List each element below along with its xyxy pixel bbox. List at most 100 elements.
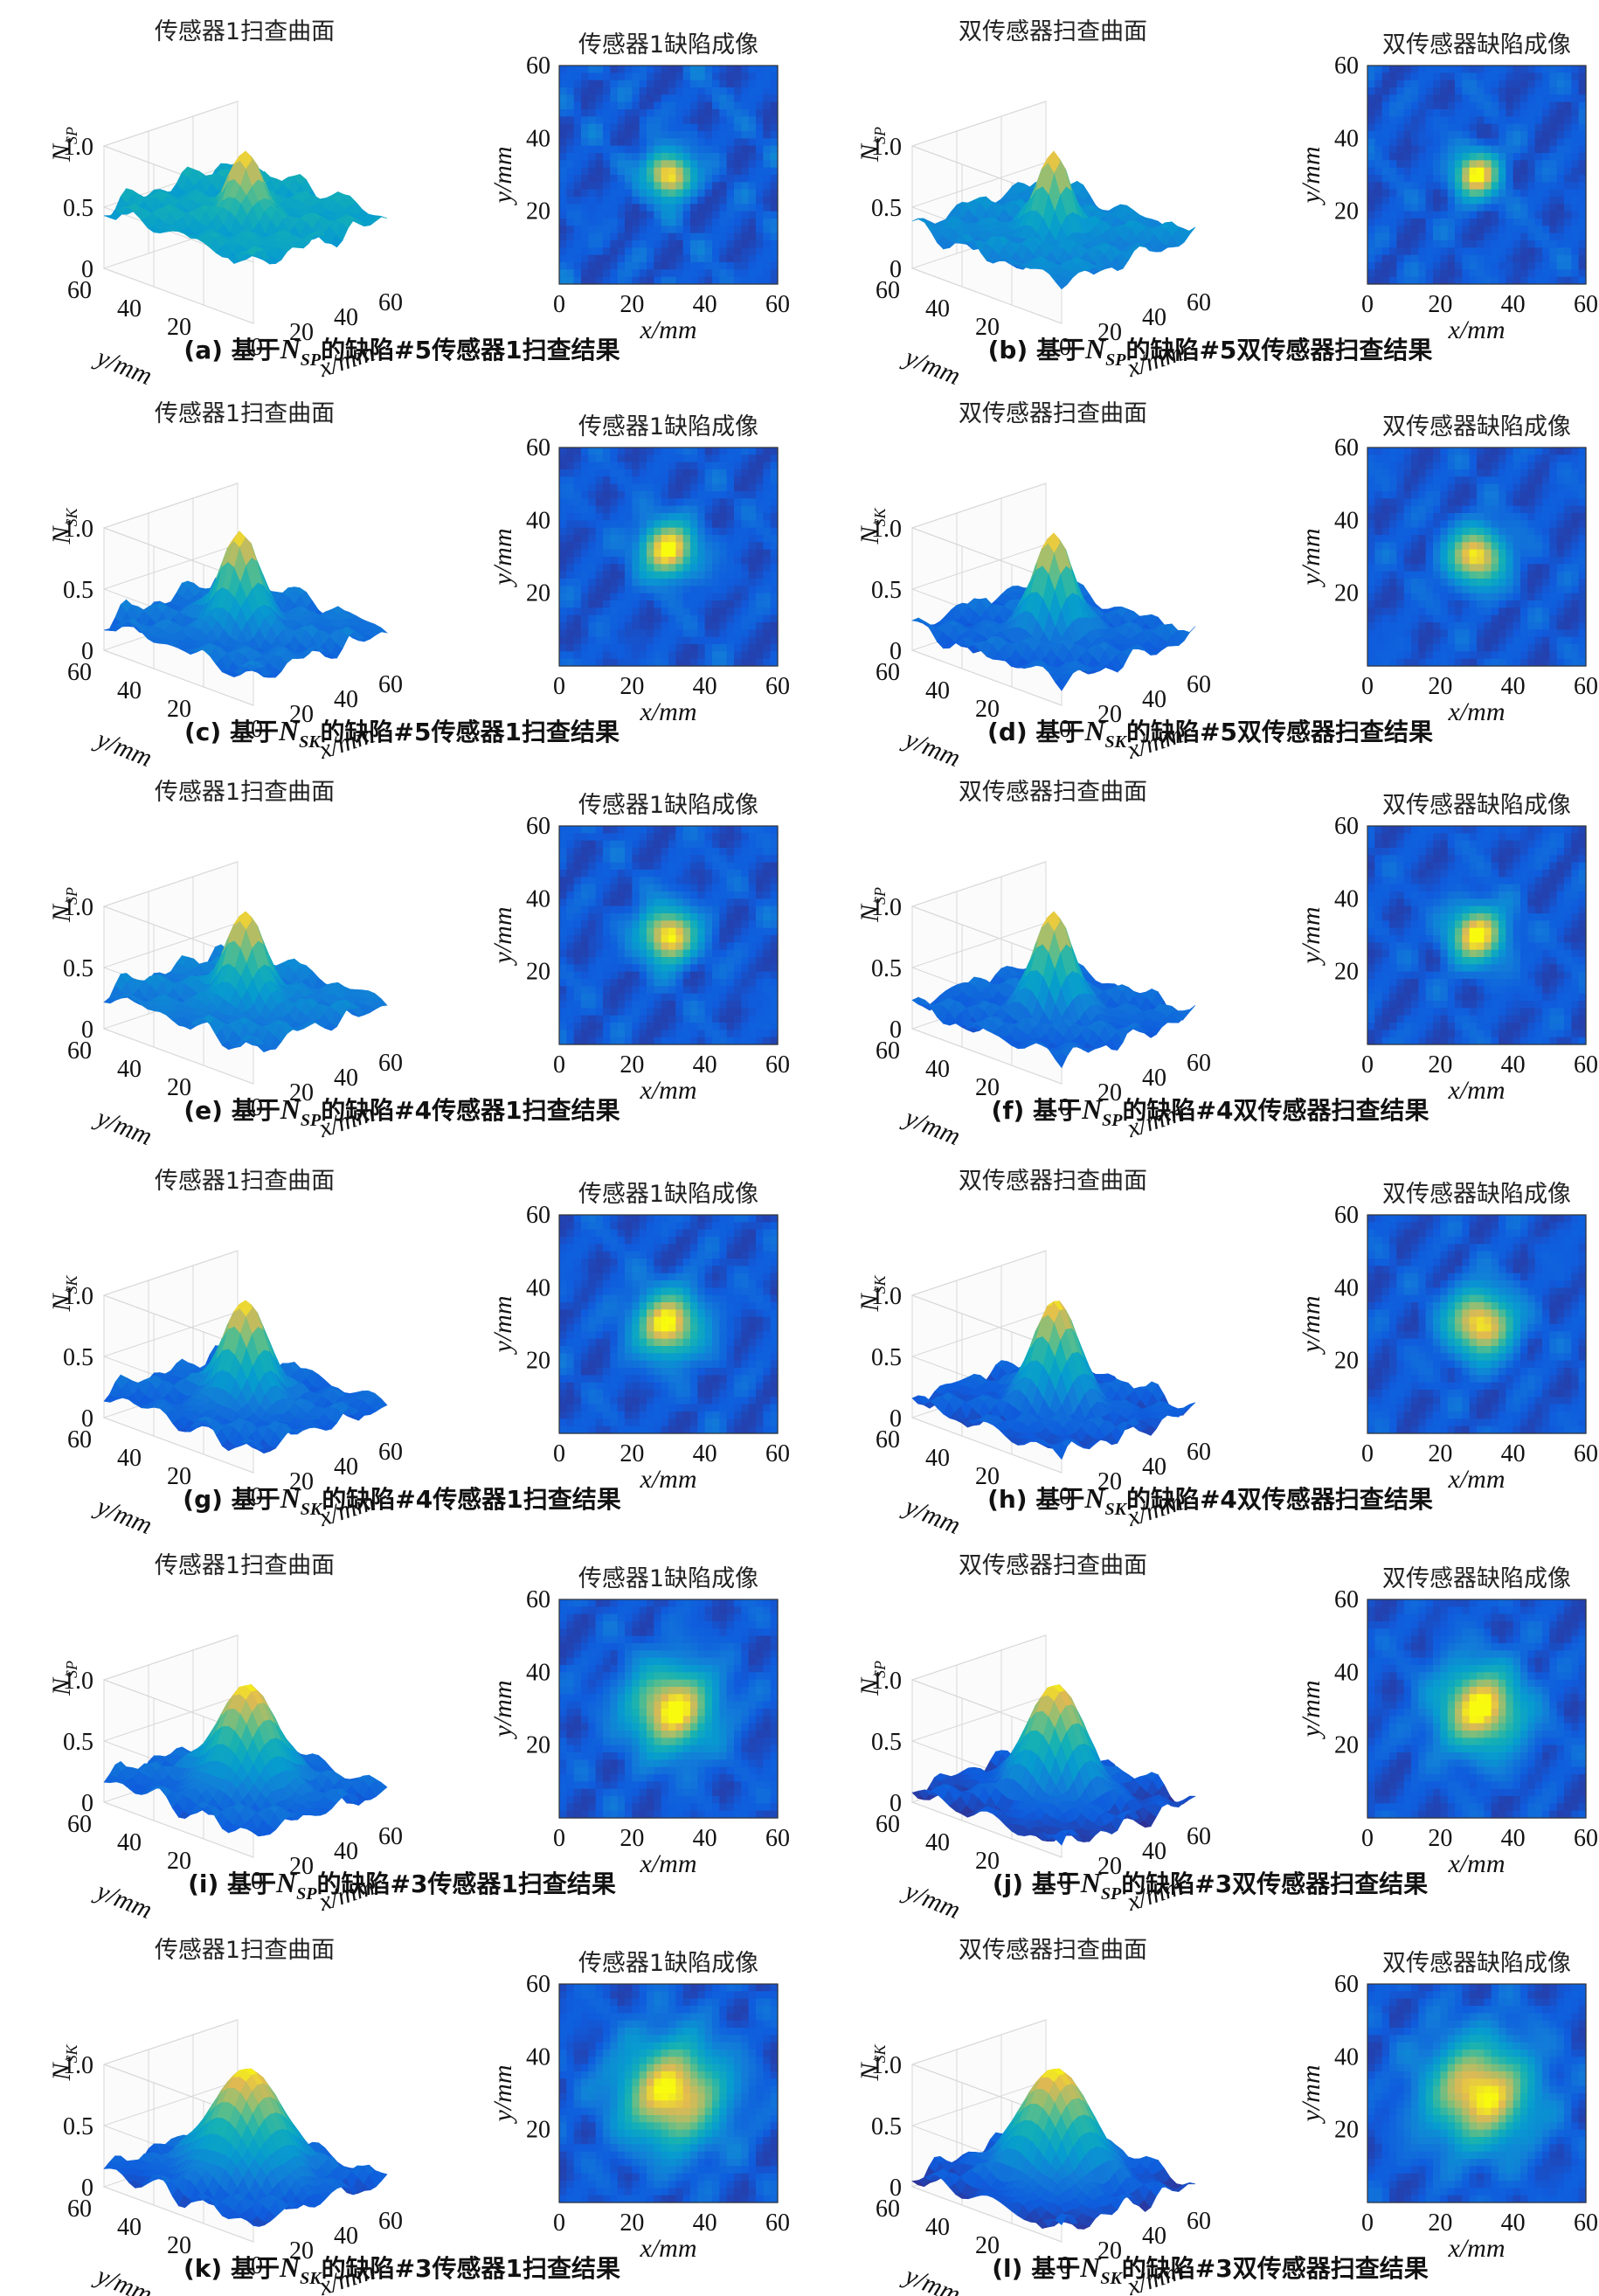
image-frame	[1367, 825, 1587, 1045]
y-tick-label: 60	[876, 659, 900, 686]
image-x-tick: 0	[1361, 673, 1374, 700]
x-tick-label: 60	[378, 1439, 403, 1466]
defect-image	[1367, 1984, 1587, 2203]
image-x-label: x/mm	[1448, 2234, 1506, 2263]
z-axis-label: NSK	[855, 1275, 889, 1313]
image-y-tick: 40	[1334, 125, 1359, 152]
surface-mesh	[911, 911, 1196, 1069]
image-x-label: x/mm	[1448, 1076, 1506, 1105]
image-x-tick: 20	[1428, 2209, 1452, 2237]
y-tick-label: 20	[167, 1848, 191, 1875]
x-tick-label: 20	[1097, 1853, 1122, 1880]
image-y-tick: 20	[526, 959, 550, 986]
image-y-label: y/mm	[1297, 529, 1326, 588]
y-tick-label: 60	[876, 2195, 900, 2223]
x-tick-label: 40	[1142, 1453, 1166, 1481]
image-x-tick: 40	[1501, 291, 1526, 318]
image-x-tick: 40	[1501, 2209, 1526, 2237]
y-tick-label: 20	[975, 2232, 1000, 2259]
y-tick-label: 60	[67, 1037, 92, 1065]
y-axis-label: y/mm	[90, 342, 156, 391]
image-title: 传感器1缺陷成像	[578, 31, 758, 59]
image-x-label: x/mm	[640, 2234, 697, 2263]
y-tick-label: 40	[117, 2214, 142, 2241]
defect-image	[559, 1215, 779, 1434]
x-tick-label: 20	[1097, 1079, 1122, 1106]
image-y-label: y/mm	[1297, 1681, 1326, 1740]
y-axis-label: y/mm	[898, 724, 964, 773]
z-axis-label: NSP	[855, 1661, 889, 1696]
x-tick-label: 0	[1059, 334, 1071, 361]
defect-image	[1367, 1215, 1587, 1434]
z-tick-label: 1.0	[871, 2052, 902, 2079]
image-frame	[558, 1599, 779, 1819]
y-tick-label: 20	[167, 696, 191, 723]
image-title: 双传感器缺陷成像	[1382, 1181, 1571, 1208]
y-tick-label: 20	[975, 696, 1000, 723]
x-tick-label: 40	[1142, 1838, 1166, 1865]
x-tick-label: 60	[1187, 671, 1211, 698]
z-tick-label: 1.0	[63, 516, 93, 543]
image-title: 双传感器缺陷成像	[1382, 31, 1571, 59]
surface-title: 双传感器扫查曲面	[959, 779, 1147, 806]
image-y-label: y/mm	[488, 1681, 517, 1740]
image-x-label: x/mm	[640, 1849, 697, 1878]
z-tick-label: 0	[81, 2175, 93, 2202]
y-tick-label: 20	[975, 1848, 1000, 1875]
image-y-tick: 20	[526, 580, 550, 607]
x-tick-label: 40	[334, 2223, 358, 2250]
image-y-tick: 20	[1334, 1348, 1359, 1375]
x-tick-label: 60	[378, 1050, 403, 1077]
image-x-tick: 60	[765, 1051, 790, 1079]
x-tick-label: 40	[1142, 304, 1166, 331]
image-x-tick: 40	[693, 1825, 717, 1852]
y-tick-label: 40	[117, 1829, 142, 1856]
image-y-tick: 40	[526, 885, 550, 912]
y-tick-label: 20	[975, 314, 1000, 341]
image-x-tick: 0	[1361, 1825, 1374, 1852]
panel-caption: (l) 基于NSK的缺陷#3双传感器扫查结果	[992, 2251, 1429, 2288]
z-tick-label: 0.5	[63, 577, 93, 604]
y-tick-label: 40	[925, 1445, 950, 1472]
z-tick-label: 0	[81, 256, 93, 283]
z-tick-label: 1.0	[63, 1668, 93, 1695]
surface-mesh	[911, 1684, 1197, 1846]
image-x-tick: 0	[1361, 1051, 1374, 1079]
image-y-tick: 20	[526, 1348, 550, 1375]
z-tick-label: 0.5	[871, 577, 902, 604]
x-tick-label: 40	[1142, 1065, 1166, 1092]
x-tick-label: 40	[334, 686, 358, 713]
z-tick-label: 0	[81, 638, 93, 665]
surface-mesh	[103, 911, 388, 1052]
defect-image	[1367, 1599, 1587, 1819]
z-tick-label: 0.5	[63, 1729, 93, 1756]
image-y-tick: 40	[526, 1274, 550, 1301]
image-frame	[558, 447, 779, 667]
image-x-tick: 60	[1574, 1825, 1598, 1852]
z-axis-label: NSK	[855, 2044, 889, 2082]
image-x-tick: 60	[1574, 2209, 1598, 2237]
y-axis-label: y/mm	[898, 342, 964, 391]
z-tick-label: 1.0	[63, 134, 93, 161]
x-tick-label: 20	[289, 2237, 314, 2265]
x-tick-label: 60	[378, 1823, 403, 1850]
z-tick-label: 0.5	[63, 955, 93, 982]
x-tick-label: 0	[1059, 1483, 1071, 1510]
image-frame	[1367, 447, 1587, 667]
image-x-tick: 40	[693, 291, 717, 318]
image-x-tick: 40	[693, 673, 717, 700]
surface-mesh	[911, 2068, 1196, 2230]
image-y-tick: 60	[1334, 1971, 1359, 1998]
z-tick-label: 0.5	[63, 2113, 93, 2140]
image-x-tick: 60	[1574, 1440, 1598, 1467]
image-x-tick: 20	[1428, 291, 1452, 318]
x-tick-label: 20	[289, 1079, 314, 1106]
surface-title: 双传感器扫查曲面	[959, 400, 1147, 427]
image-y-tick: 60	[1334, 1202, 1359, 1229]
image-y-tick: 20	[526, 198, 550, 225]
y-tick-label: 60	[876, 1811, 900, 1838]
y-tick-label: 40	[117, 1056, 142, 1083]
